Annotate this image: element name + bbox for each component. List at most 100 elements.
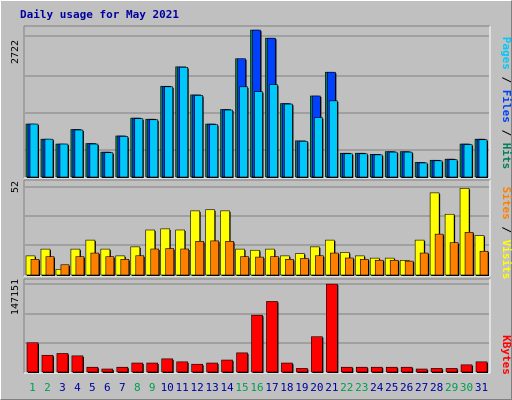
x-tick-label: 23 [355,381,368,394]
kbytes-bar [251,314,263,373]
kbytes-bar [71,355,84,373]
y-tick-label: 147151 [10,279,21,315]
x-tick-label: 2 [44,381,51,394]
pages-bar [29,123,39,178]
sites-bar [464,232,474,276]
sites-bar [255,256,264,276]
pages-bar [358,153,368,178]
pages-bar [164,86,174,178]
kbytes-bar [131,362,144,373]
x-tick-label: 17 [265,381,278,394]
x-tick-label: 14 [220,381,234,394]
kbytes-bar [281,362,293,373]
pages-bar [74,129,84,178]
kbytes-bar [460,364,473,373]
x-tick-label: 10 [161,381,174,394]
kbytes-bar [385,366,398,373]
x-tick-label: 20 [310,381,323,394]
sites-bar [449,242,459,276]
pages-bar [433,160,443,178]
sites-bar [374,259,384,276]
pages-bar [59,143,69,178]
sites-bar [105,256,115,276]
kbytes-bar [101,368,114,373]
pages-bar [119,136,129,178]
kbytes-bar [86,366,99,373]
pages-bar [344,153,353,178]
sites-bar [210,240,219,276]
sites-bar [60,264,70,276]
x-tick-label: 22 [340,381,353,394]
sites-bar [240,256,249,276]
pages-bar [44,138,54,178]
x-tick-label: 15 [235,381,248,394]
legend-text: KBytes [500,335,512,375]
kbytes-bar [355,366,368,373]
x-tick-label: 31 [475,381,488,394]
pages-bar [179,67,188,178]
kbytes-bar [191,363,203,373]
x-tick-label: 8 [134,381,141,394]
kbytes-bar [146,362,159,373]
pages-bar [134,118,144,178]
x-tick-label: 28 [430,381,443,394]
kbytes-bar [475,361,488,373]
pages-bar [149,119,159,178]
x-tick-label: 21 [325,381,338,394]
sites-bar [195,241,204,276]
kbytes-bar [41,354,54,373]
x-tick-label: 6 [104,381,111,394]
pages-bar [478,139,488,178]
sites-bar [75,256,85,276]
x-tick-label: 30 [460,381,473,394]
x-tick-label: 19 [295,381,308,394]
x-tick-label: 4 [74,381,81,394]
sites-bar [419,252,429,276]
kbytes-bar [415,368,428,373]
x-tick-label: 18 [280,381,293,394]
pages-bar [314,117,323,178]
sites-bar [135,255,145,276]
kbytes-bar [221,359,233,373]
pages-bar [239,86,248,178]
sites-bar [389,259,399,276]
pages-bar [329,100,338,178]
sites-bar [479,250,489,276]
legend-item-kbytes: KBytes [500,335,512,375]
x-tick-label: 27 [415,381,428,394]
kbytes-bar [445,368,458,373]
y-tick-label: 2722 [10,40,21,64]
legend-text: Pages / Files / Hits [500,37,512,170]
x-tick-label: 1 [29,381,36,394]
pages-bar [284,103,293,178]
kbytes-bar [430,368,443,373]
x-tick-label: 7 [119,381,126,394]
x-tick-label: 29 [445,381,458,394]
y-tick-label: 52 [10,181,21,193]
kbytes-bar [266,301,278,373]
sites-bar [404,260,414,276]
sites-bar [300,258,309,276]
pages-bar [104,152,114,178]
x-tick-label: 26 [400,381,413,394]
pages-bar [418,162,428,178]
pages-bar [194,95,203,178]
legend-separator: / [500,220,512,240]
kbytes-bar [161,358,174,373]
legend-item-pages: Pages [500,37,512,70]
sites-bar [330,252,339,276]
pages-bar [403,151,413,178]
pages-bar [224,109,233,178]
pages-bar [448,159,458,178]
kbytes-bar [400,366,413,373]
sites-bar [434,233,444,276]
kbytes-bar [296,368,308,373]
pages-bar [299,141,308,178]
chart-title: Daily usage for May 2021 [20,8,179,21]
sites-bar [30,259,40,276]
sites-bar [120,259,130,276]
kbytes-bar [176,361,188,373]
sites-bar [315,255,324,276]
x-tick-label: 11 [176,381,189,394]
